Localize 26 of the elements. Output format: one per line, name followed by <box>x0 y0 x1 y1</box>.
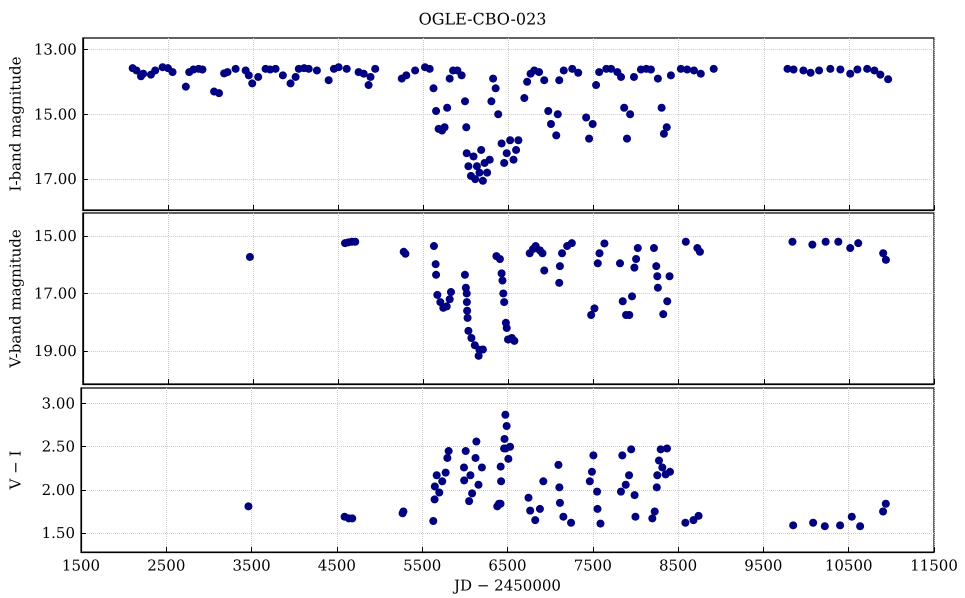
y-tick-label: 13.00 <box>34 40 77 58</box>
y-tick-label: 2.00 <box>42 480 75 499</box>
x-tick-label: 8500 <box>659 556 698 575</box>
x-tick-label: 2500 <box>147 556 186 575</box>
y-tick-label: 3.00 <box>42 394 75 413</box>
y-axis-title: V-band magnitude <box>6 229 24 369</box>
x-tick-label: 3500 <box>232 556 271 575</box>
x-tick-label: 4500 <box>318 556 356 575</box>
x-tick-label: 1500 <box>62 556 100 575</box>
x-axis-title: JD − 2450000 <box>452 576 561 594</box>
y-axis-title: I-band magnitude <box>6 56 24 192</box>
x-tick-label: 7500 <box>574 556 612 575</box>
y-tick-label: 1.50 <box>42 524 75 542</box>
y-tick-label: 17.00 <box>34 170 77 188</box>
x-tick-label: 5500 <box>403 556 442 575</box>
y-axis-title: V − I <box>6 450 24 490</box>
y-tick-label: 15.00 <box>34 105 77 124</box>
x-tick-label: 10500 <box>824 556 873 575</box>
chart-title: OGLE-CBO-023 <box>418 10 546 28</box>
y-tick-label: 15.00 <box>34 226 77 245</box>
x-tick-label: 11500 <box>910 556 958 575</box>
x-tick-label: 9500 <box>744 556 782 575</box>
y-tick-label: 19.00 <box>34 342 77 360</box>
y-tick-label: 2.50 <box>42 438 75 456</box>
x-tick-label: 6500 <box>488 556 527 575</box>
y-tick-label: 17.00 <box>34 284 77 302</box>
